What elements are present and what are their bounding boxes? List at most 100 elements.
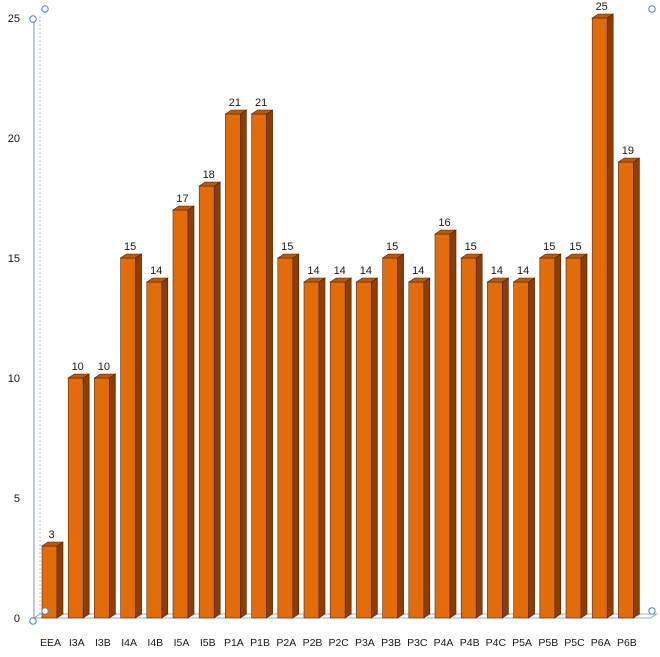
category-label: P5C bbox=[564, 637, 585, 649]
bar bbox=[224, 109, 248, 619]
category-label: P4A bbox=[434, 637, 454, 649]
bar bbox=[381, 253, 405, 619]
data-label: 14 bbox=[307, 265, 319, 277]
bar-top bbox=[67, 373, 91, 379]
bar bbox=[172, 205, 195, 619]
category-label: P6A bbox=[591, 637, 611, 649]
bar bbox=[591, 13, 615, 619]
bar bbox=[250, 109, 274, 619]
bar-side bbox=[606, 13, 614, 619]
category-label: P3A bbox=[355, 637, 375, 649]
bar-front bbox=[618, 161, 634, 619]
y-tick-label: 5 bbox=[14, 493, 20, 505]
bar bbox=[67, 373, 91, 619]
bar-front bbox=[94, 377, 110, 619]
category-label: P4C bbox=[486, 637, 507, 649]
category-label: P1A bbox=[224, 637, 244, 649]
selection-handle[interactable] bbox=[648, 607, 656, 615]
bar-front bbox=[41, 545, 58, 619]
bar bbox=[145, 277, 169, 619]
bar-top bbox=[41, 541, 64, 547]
data-label: 14 bbox=[360, 265, 372, 277]
bar-side bbox=[109, 373, 116, 619]
bar-front bbox=[565, 257, 582, 619]
bar-side bbox=[528, 277, 535, 619]
category-label: EEA bbox=[40, 637, 61, 649]
category-label: P2A bbox=[276, 637, 296, 649]
bar-top bbox=[119, 253, 143, 259]
category-label: I5B bbox=[200, 637, 216, 649]
bar bbox=[355, 277, 379, 619]
bar-side bbox=[292, 253, 300, 619]
bar-side bbox=[580, 253, 588, 619]
bar bbox=[276, 253, 300, 619]
data-label: 14 bbox=[491, 265, 503, 277]
selection-handle[interactable] bbox=[29, 617, 37, 625]
bar-top bbox=[434, 229, 457, 235]
bar-top bbox=[617, 157, 641, 163]
bar-side bbox=[82, 373, 90, 619]
bar-top bbox=[538, 253, 562, 259]
bar bbox=[460, 253, 484, 619]
bar-front bbox=[198, 185, 215, 619]
bar-side bbox=[554, 253, 562, 619]
bar bbox=[41, 541, 64, 619]
bar-front bbox=[67, 377, 84, 619]
category-label: P3B bbox=[381, 637, 401, 649]
y-tick-label: 25 bbox=[8, 13, 20, 25]
data-label: 25 bbox=[596, 1, 608, 13]
bar-top bbox=[486, 277, 510, 283]
bar-side bbox=[213, 181, 221, 619]
y-tick-label: 10 bbox=[8, 373, 20, 385]
data-label: 14 bbox=[150, 265, 162, 277]
category-label: P2C bbox=[328, 637, 349, 649]
bar-side bbox=[502, 277, 509, 619]
bar-front bbox=[382, 257, 398, 619]
bar-side bbox=[318, 277, 326, 619]
data-label: 3 bbox=[48, 529, 54, 541]
category-label: I3B bbox=[95, 637, 111, 649]
category-label: P5A bbox=[512, 637, 532, 649]
y-tick-label: 20 bbox=[8, 133, 20, 145]
bar bbox=[512, 277, 536, 619]
category-label: P2B bbox=[303, 637, 323, 649]
selection-handle[interactable] bbox=[29, 15, 37, 23]
data-label: 21 bbox=[255, 97, 267, 109]
data-label: 15 bbox=[543, 241, 555, 253]
bar-side bbox=[56, 541, 64, 619]
bar bbox=[198, 181, 222, 619]
bar-front bbox=[513, 281, 529, 619]
bar-top bbox=[172, 205, 195, 211]
category-label: I3A bbox=[69, 637, 85, 649]
y-axis-tick-labels: 0 5 10 15 20 25 bbox=[8, 13, 20, 625]
selection-handle[interactable] bbox=[41, 5, 49, 13]
data-label: 15 bbox=[569, 241, 581, 253]
category-label: P3C bbox=[407, 637, 428, 649]
bar-top bbox=[276, 253, 300, 259]
data-label: 10 bbox=[72, 361, 84, 373]
bar-front bbox=[120, 257, 136, 619]
bar-top bbox=[303, 277, 326, 283]
data-labels: 3 10 10 15 14 17 18 21 21 15 14 14 14 15 14 16 15 14 14 15 1… bbox=[48, 1, 634, 541]
bar-side bbox=[240, 109, 247, 619]
bar bbox=[119, 253, 143, 619]
bar-side bbox=[344, 277, 352, 619]
bar-front bbox=[329, 281, 346, 619]
selection-handle[interactable] bbox=[41, 607, 49, 615]
bars bbox=[41, 13, 641, 619]
category-label: P4B bbox=[460, 637, 480, 649]
bar-front bbox=[356, 281, 372, 619]
y-tick-label: 0 bbox=[14, 613, 20, 625]
data-label: 17 bbox=[176, 193, 188, 205]
bar-front bbox=[539, 257, 556, 619]
data-label: 15 bbox=[281, 241, 293, 253]
selection-handle[interactable] bbox=[648, 5, 656, 13]
bar bbox=[329, 277, 353, 619]
bar-top bbox=[250, 109, 274, 115]
data-label: 15 bbox=[465, 241, 477, 253]
data-label: 15 bbox=[386, 241, 398, 253]
selection-handles[interactable] bbox=[29, 5, 656, 625]
category-label: I4A bbox=[121, 637, 137, 649]
data-label: 10 bbox=[98, 361, 110, 373]
bar-side bbox=[397, 253, 404, 619]
